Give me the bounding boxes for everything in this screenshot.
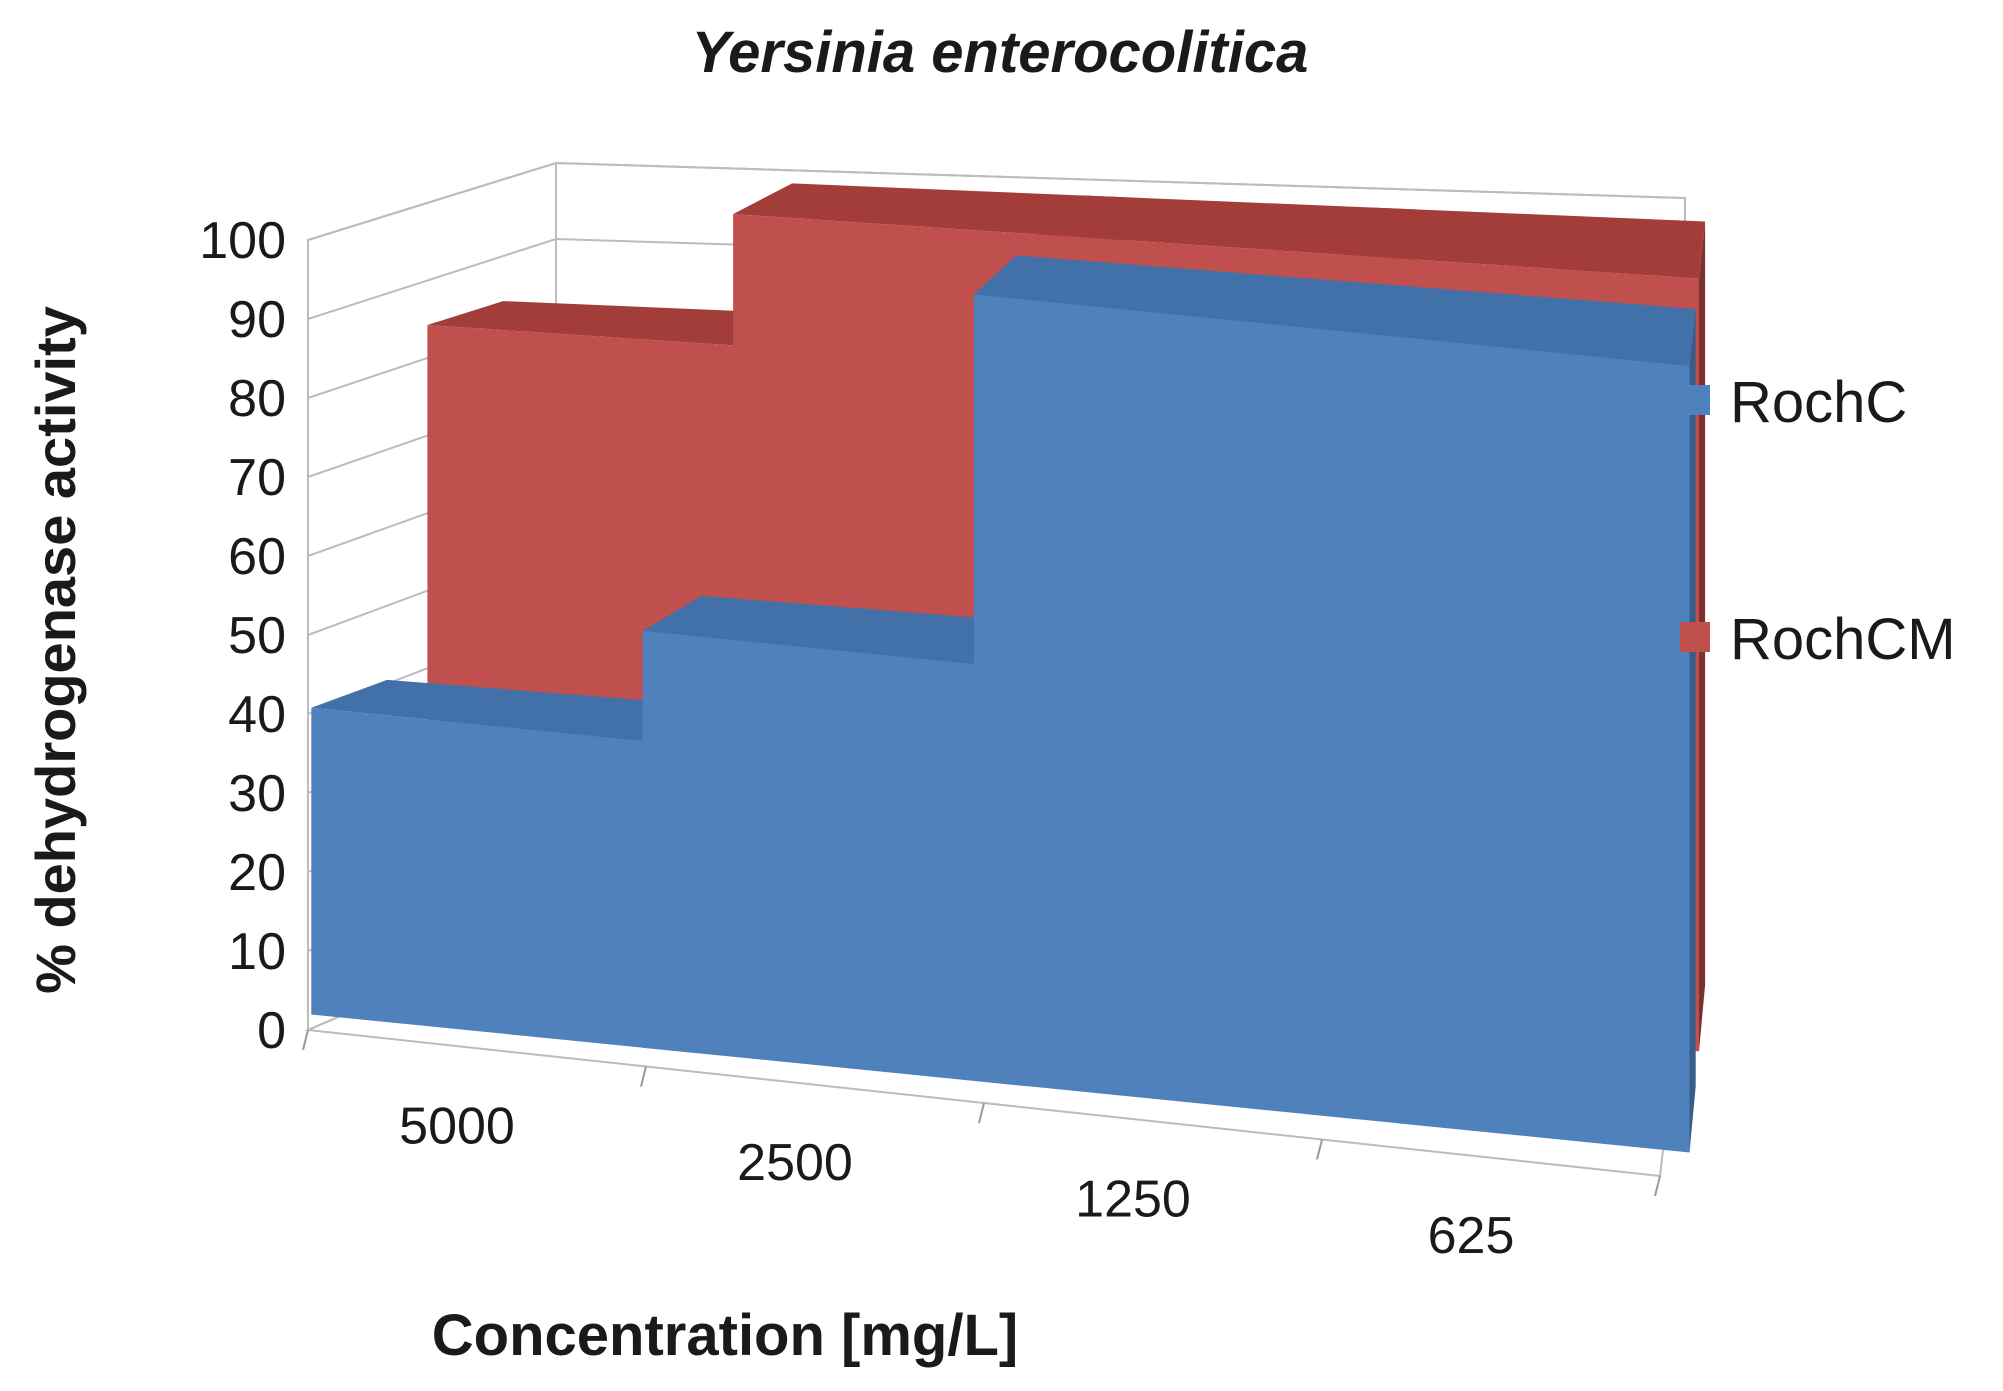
y-tick-label: 50	[228, 607, 286, 665]
y-tick-label: 70	[228, 449, 286, 507]
bar-front	[1305, 327, 1690, 1153]
bar-top	[1038, 195, 1417, 259]
bar-front	[311, 707, 696, 1053]
y-tick-label: 60	[228, 528, 286, 586]
x-tick-mark	[1654, 1175, 1661, 1197]
bar-front	[973, 294, 1359, 1120]
y-axis-ticks: 0 10 20 30 40 50 60 70 80 90 100	[199, 212, 286, 1060]
y-tick-label: 40	[228, 686, 286, 744]
legend-swatch-rochcm	[1680, 622, 1710, 652]
bar-top	[1305, 280, 1696, 367]
legend-label-rochcm: RochCM	[1730, 607, 1956, 672]
bar-side	[1689, 309, 1696, 1153]
bar-front	[642, 630, 1027, 1087]
x-tick-mark	[640, 1066, 647, 1087]
legend-label-rochc: RochC	[1730, 370, 1907, 435]
bar-top	[733, 183, 1128, 238]
x-tick-label: 1250	[1075, 1170, 1191, 1228]
x-tick-mark	[1316, 1139, 1323, 1160]
x-axis-ticks: 5000 2500 1250 625	[302, 1029, 1661, 1265]
x-tick-label: 625	[1428, 1207, 1515, 1265]
chart-title: Yersinia enterocolitica	[692, 20, 1309, 85]
bar-top	[1344, 207, 1706, 279]
y-tick-label: 80	[228, 370, 286, 428]
bars	[311, 183, 1706, 1153]
y-tick-label: 100	[199, 212, 286, 270]
gridline	[307, 161, 1686, 241]
y-tick-label: 10	[228, 923, 286, 981]
y-tick-label: 0	[257, 1002, 286, 1060]
y-tick-label: 30	[228, 765, 286, 823]
x-tick-mark	[302, 1029, 309, 1051]
bar-rochc-625	[1305, 280, 1696, 1153]
y-tick-label: 20	[228, 844, 286, 902]
x-tick-label: 5000	[399, 1097, 515, 1155]
y-axis-label: % dehydrogenase activity	[24, 306, 87, 994]
y-tick-label: 90	[228, 291, 286, 349]
bar-top	[973, 255, 1382, 333]
x-axis-label: Concentration [mg/L]	[432, 1303, 1018, 1368]
x-tick-mark	[978, 1102, 985, 1124]
bar-top	[311, 679, 752, 747]
legend-swatch-rochc	[1680, 385, 1710, 415]
bar-top	[642, 595, 1067, 670]
x-tick-label: 2500	[737, 1134, 853, 1192]
legend: RochC RochCM	[1680, 370, 1956, 672]
